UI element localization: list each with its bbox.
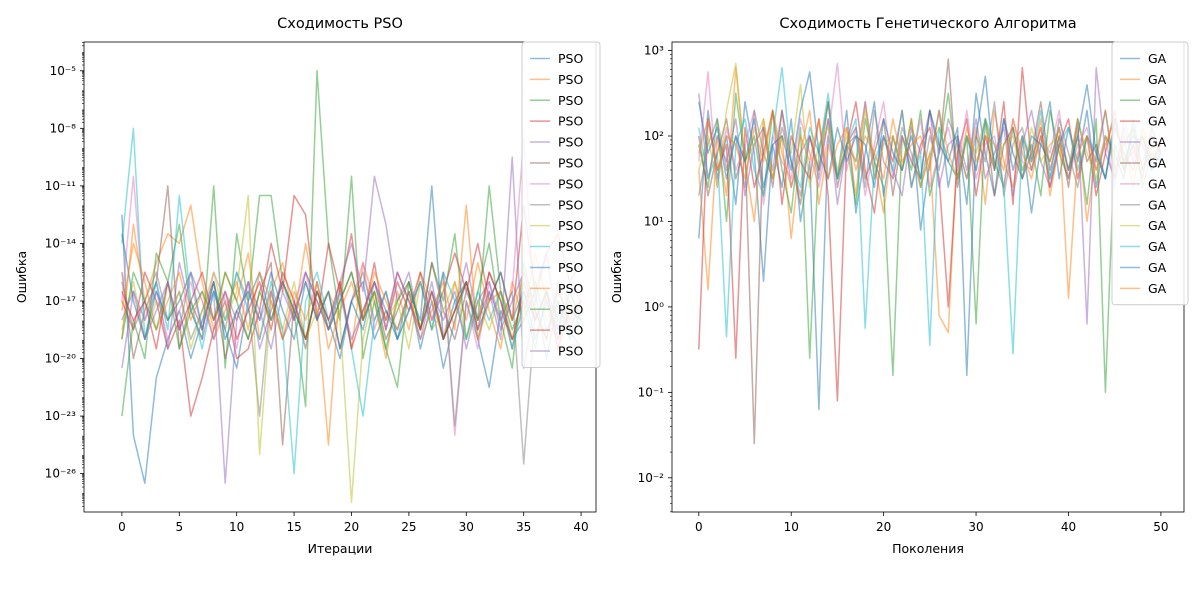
- legend-entry: GA: [1148, 51, 1167, 66]
- legend-entry: PSO: [558, 114, 583, 129]
- legend-entry: PSO: [558, 239, 583, 254]
- chart-panel-2: 0 10 20 30 40 50 10⁻² 10⁻¹ 10⁰ 10¹ 10² 10³ Сходимост…: [609, 16, 1189, 556]
- legend-entry: GA: [1148, 72, 1167, 87]
- y-axis-label: Ошибка: [609, 251, 624, 303]
- x-tick-label: 50: [1153, 520, 1168, 534]
- legend-entry: GA: [1148, 281, 1167, 296]
- series-line-11: [698, 71, 1162, 377]
- y-tick-label: 10¹: [644, 214, 664, 228]
- legend: PSO PSO PSO PSO PSO PSO PSO PSO PSO PSO PSO PSO PSO P…: [521, 41, 601, 368]
- legend-entry: PSO: [558, 72, 583, 87]
- legend-entry: GA: [1148, 197, 1167, 212]
- legend-entry: GA: [1148, 218, 1167, 233]
- series-line-7: [698, 62, 1162, 206]
- legend-entry: GA: [1148, 93, 1167, 108]
- y-tick-label: 10⁰: [644, 300, 664, 314]
- x-tick-label: 10: [784, 520, 799, 534]
- legend-entry: PSO: [558, 155, 583, 170]
- series-line-3: [698, 92, 1162, 394]
- x-tick-label: 10: [229, 520, 244, 534]
- legend-entry: PSO: [558, 281, 583, 296]
- series-line-2: [121, 204, 582, 446]
- series-line-11: [121, 185, 582, 350]
- legend: GA GA GA GA GA GA GA GA GA GA GA GA: [1111, 41, 1189, 306]
- y-tick-label: 10²: [644, 129, 664, 143]
- y-tick-label: 10⁻¹⁷: [45, 294, 76, 308]
- legend-entry: GA: [1148, 155, 1167, 170]
- legend-entry: PSO: [558, 176, 583, 191]
- legend-entry: GA: [1148, 114, 1167, 129]
- y-tick-label: 10⁻²⁰: [45, 352, 76, 366]
- y-tick-label: 10⁻¹¹: [45, 179, 76, 193]
- y-axis-label: Ошибка: [14, 251, 29, 303]
- legend-entry: PSO: [558, 197, 583, 212]
- x-tick-label: 35: [516, 520, 531, 534]
- x-tick-label: 40: [573, 520, 588, 534]
- legend-entry: PSO: [558, 218, 583, 233]
- series-group: [121, 70, 582, 504]
- x-tick-label: 30: [459, 520, 474, 534]
- chart-panel-1: 0 5 10 15 20 25 30 35 40 10⁻²⁶ 10⁻²³ 10⁻²⁰ 10⁻¹⁷ 10⁻¹…: [14, 16, 601, 556]
- legend-entry: PSO: [558, 323, 583, 338]
- y-tick-label: 10⁻¹: [638, 385, 665, 399]
- x-tick-label: 25: [401, 520, 416, 534]
- x-tick-label: 0: [695, 520, 703, 534]
- y-tick-label: 10⁻²⁶: [45, 467, 76, 481]
- legend-entry: GA: [1148, 135, 1167, 150]
- x-tick-label: 40: [1061, 520, 1076, 534]
- legend-entry: PSO: [558, 51, 583, 66]
- series-group: [698, 58, 1162, 445]
- legend-entry: GA: [1148, 239, 1167, 254]
- series-line-12: [121, 204, 582, 350]
- series-line-12: [698, 109, 1162, 300]
- series-line-15: [121, 271, 582, 350]
- legend-entry: GA: [1148, 260, 1167, 275]
- x-axis-label: Поколения: [892, 541, 964, 556]
- y-tick-label: 10⁻¹⁴: [45, 236, 76, 250]
- legend-entry: PSO: [558, 135, 583, 150]
- legend-entry: PSO: [558, 93, 583, 108]
- legend-box: [521, 41, 601, 368]
- y-tick-label: 10⁻⁵: [50, 64, 77, 78]
- x-tick-label: 15: [286, 520, 301, 534]
- chart-title: Сходимость PSO: [277, 16, 403, 32]
- y-tick-label: 10⁻²³: [45, 409, 76, 423]
- x-tick-label: 20: [876, 520, 891, 534]
- x-tick-label: 0: [118, 520, 126, 534]
- y-tick-label: 10⁻⁸: [50, 121, 77, 135]
- legend-entry: GA: [1148, 176, 1167, 191]
- series-line-14: [121, 271, 582, 350]
- series-line-13: [121, 185, 582, 350]
- legend-entry: PSO: [558, 302, 583, 317]
- series-line-1: [698, 92, 1162, 411]
- legend-entry: PSO: [558, 344, 583, 359]
- series-line-10: [698, 66, 1162, 355]
- x-axis-label: Итерации: [308, 541, 373, 556]
- y-tick-label: 10⁻²: [638, 471, 665, 485]
- chart-title: Сходимость Генетического Алгоритма: [779, 16, 1076, 32]
- legend-box: [1111, 41, 1189, 306]
- y-tick-label: 10³: [644, 44, 664, 58]
- legend-entry: PSO: [558, 260, 583, 275]
- x-tick-label: 20: [344, 520, 359, 534]
- x-tick-label: 30: [968, 520, 983, 534]
- x-tick-label: 5: [175, 520, 183, 534]
